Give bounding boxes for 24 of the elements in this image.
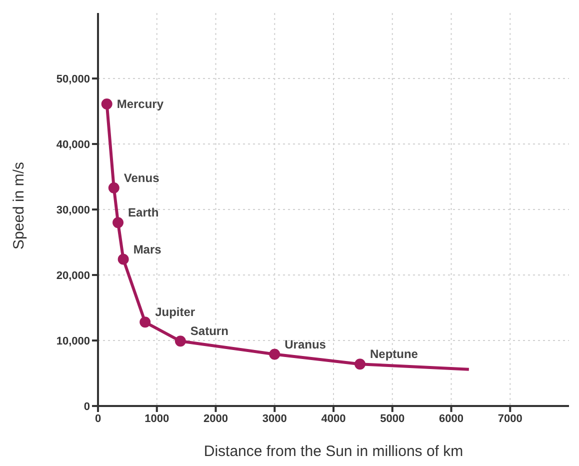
annotation: Venus [124, 170, 160, 185]
annotation: Earth [128, 206, 159, 220]
x-tick-label: 5000 [380, 412, 405, 425]
y-tick-label: 30,000 [56, 204, 90, 216]
y-tick-label: 10,000 [56, 335, 90, 348]
x-tick-label: 4000 [321, 412, 346, 425]
y-tick-label: 40,000 [56, 138, 90, 151]
annotation: Mercury [116, 97, 164, 112]
annotation: Uranus [284, 337, 326, 352]
y-tick-label: 50,000 [56, 73, 90, 86]
y-tick-label: 20,000 [56, 270, 90, 282]
y-axis-title: Speed in m/s [10, 162, 28, 250]
annotation: Jupiter [155, 305, 196, 320]
x-tick-label: 1000 [144, 412, 170, 425]
annotation: Neptune [370, 347, 418, 362]
annotation: Mars [133, 242, 162, 256]
x-tick-label: 2000 [204, 412, 228, 425]
x-tick-label: 7000 [498, 412, 522, 425]
x-axis-title: Distance from the Sun in millions of km [204, 443, 464, 460]
x-tick-label: 0 [94, 412, 102, 425]
x-tick-label: 6000 [439, 412, 464, 425]
x-tick-label: 3000 [262, 412, 287, 425]
annotation: Saturn [190, 324, 228, 338]
y-tick-label: 0 [84, 400, 90, 413]
